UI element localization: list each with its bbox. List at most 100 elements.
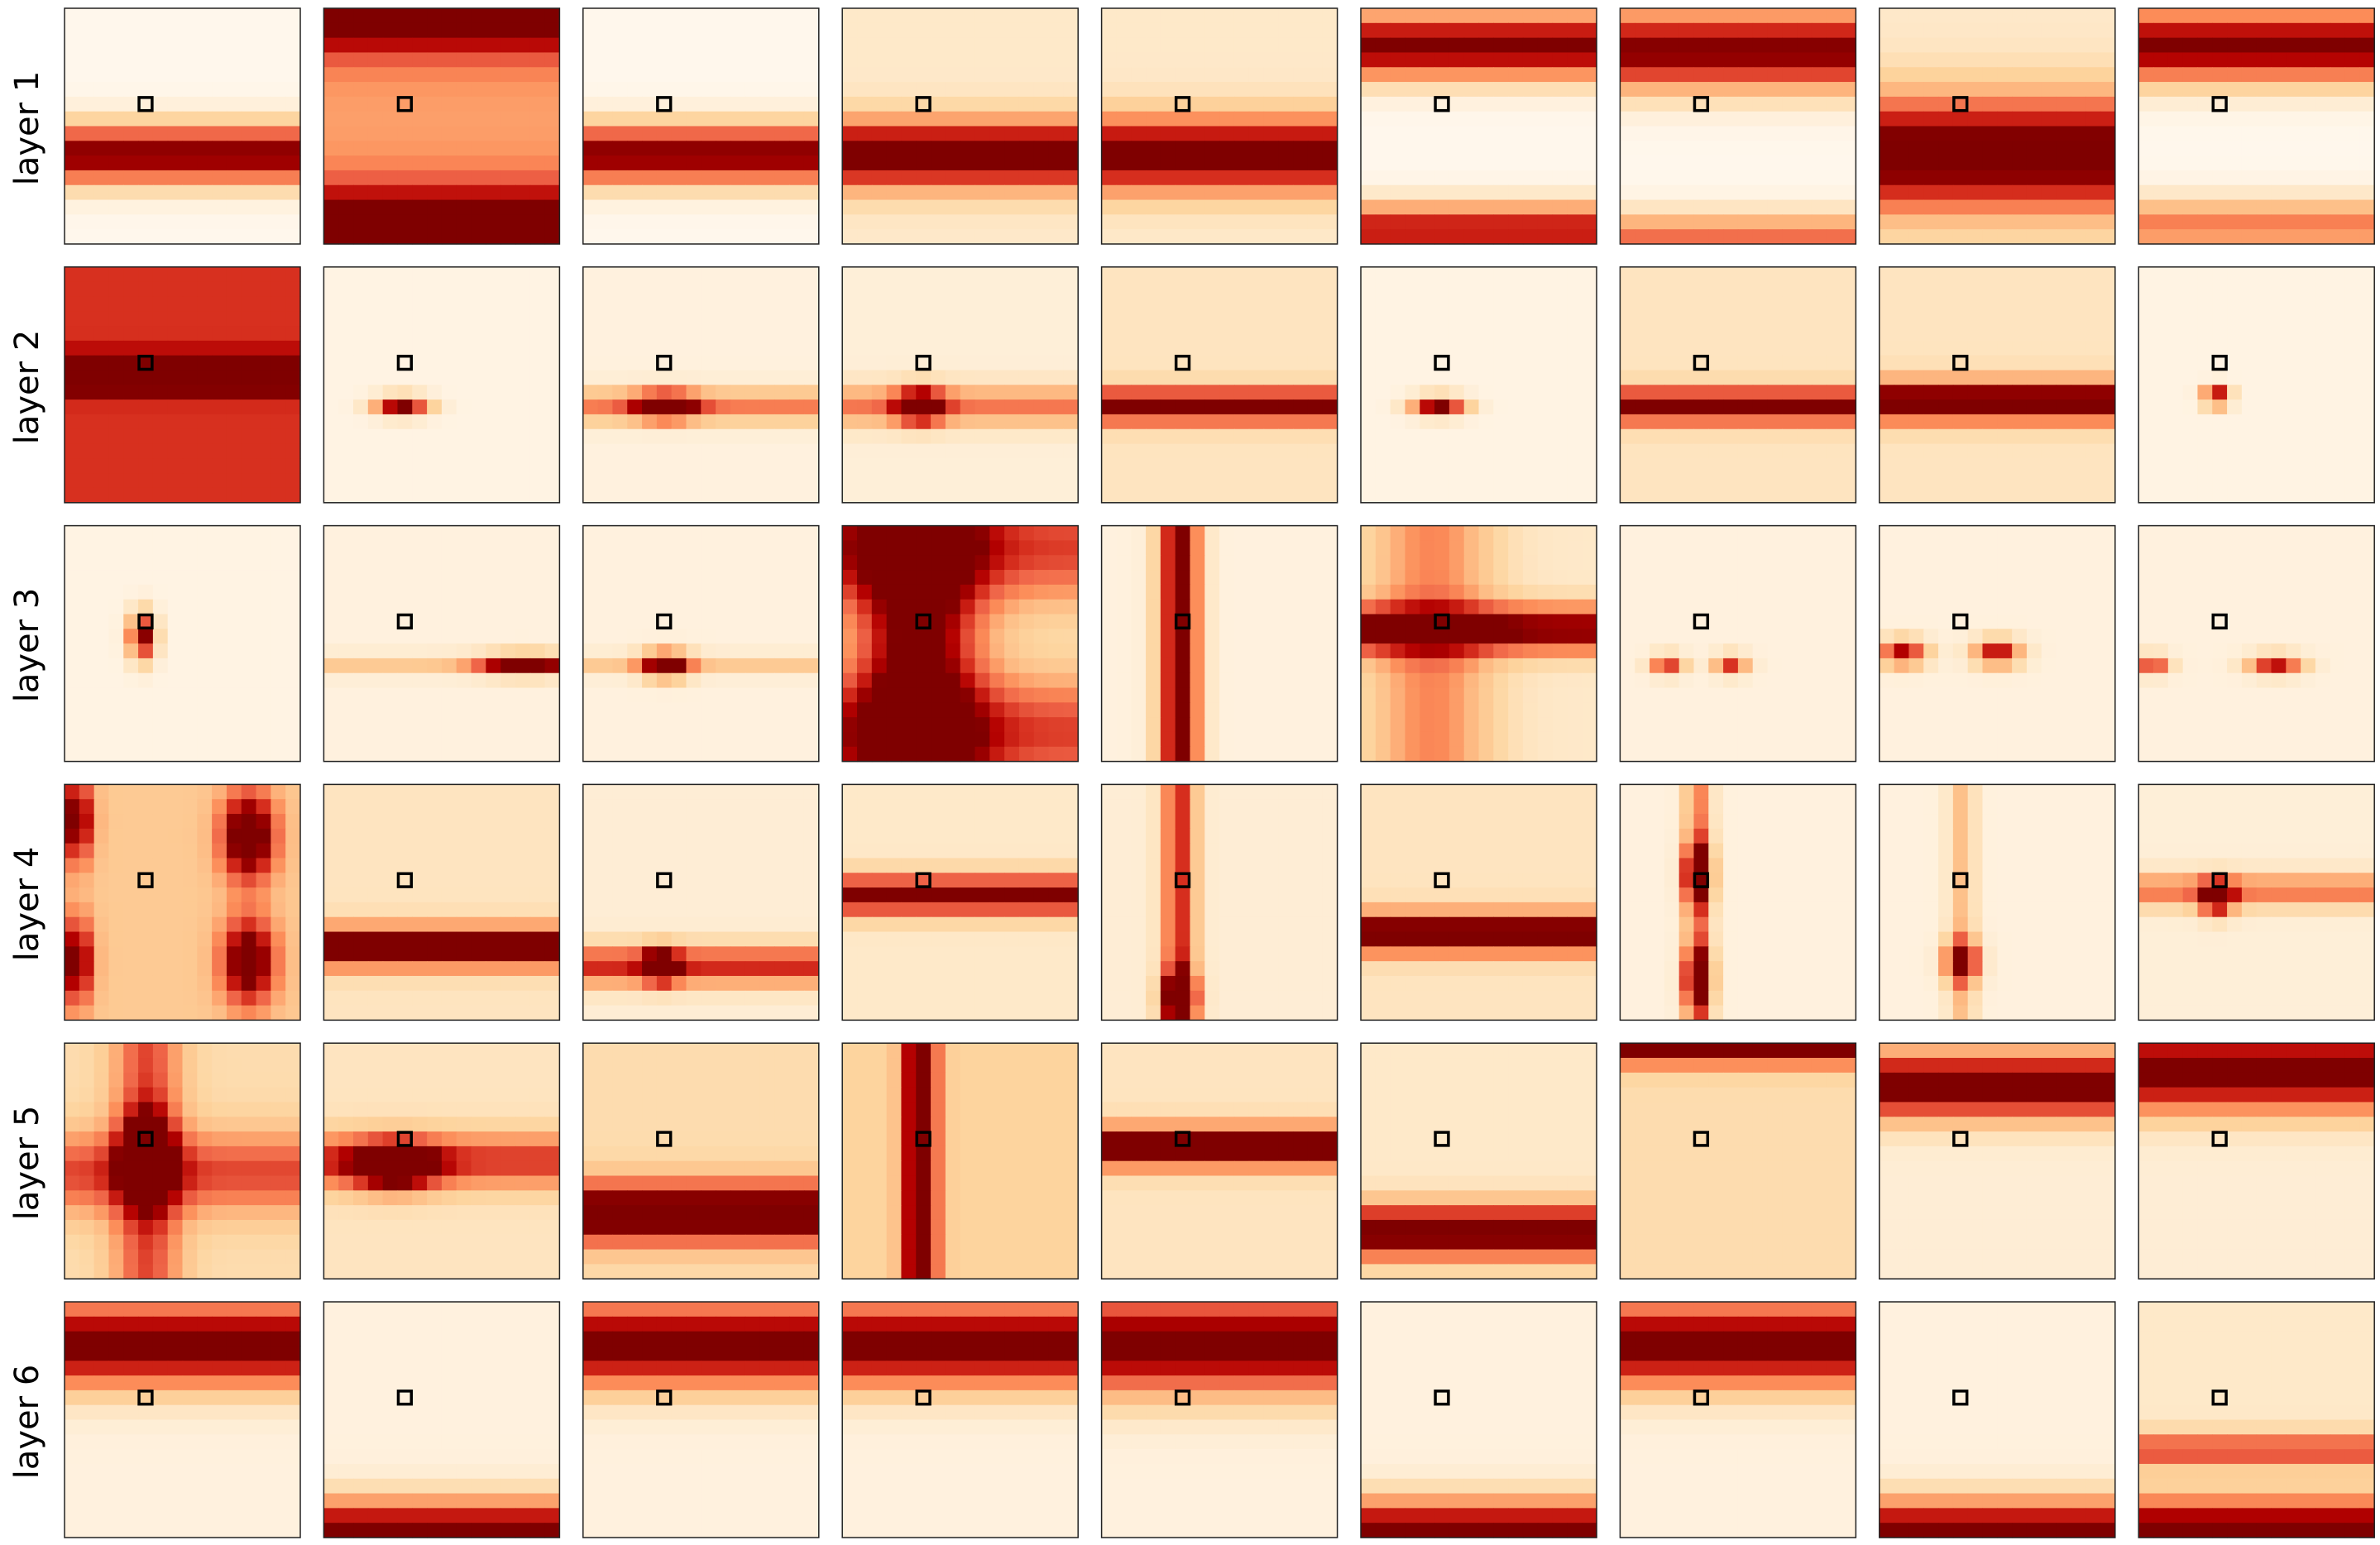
heatmap-cell <box>671 443 687 459</box>
heatmap-cell <box>1018 326 1035 342</box>
heatmap-cell <box>1248 199 1265 215</box>
heatmap-cell <box>338 96 354 112</box>
heatmap-cell <box>1063 266 1079 283</box>
heatmap-cell <box>2256 370 2272 385</box>
heatmap-cell <box>2071 399 2086 415</box>
heatmap-cell <box>212 643 227 659</box>
heatmap-cell <box>226 629 242 644</box>
heatmap-cell <box>1116 385 1132 400</box>
heatmap-cell <box>789 458 805 474</box>
heatmap-cell <box>1004 214 1020 230</box>
heatmap-cell <box>2041 281 2057 298</box>
heatmap-cell <box>1522 370 1539 385</box>
heatmap-cell <box>842 37 858 54</box>
heatmap-cell <box>1635 458 1650 474</box>
heatmap-cell <box>1116 311 1132 327</box>
heatmap-cell <box>671 385 687 400</box>
heatmap-cell <box>427 126 443 141</box>
heatmap-cell <box>931 141 946 156</box>
heatmap-cell <box>2227 170 2243 186</box>
heatmap-cell <box>582 266 599 283</box>
heatmap-cell <box>1463 82 1480 98</box>
heatmap-cell <box>686 487 702 504</box>
heatmap-cell <box>1116 355 1132 371</box>
heatmap-cell <box>960 22 976 39</box>
heatmap-cell <box>1737 473 1754 489</box>
heatmap-cell <box>1248 340 1265 356</box>
heatmap-cell <box>2359 443 2375 459</box>
heatmap-cell <box>271 584 286 600</box>
heatmap-cell <box>212 52 227 68</box>
heatmap-cell <box>2271 214 2287 230</box>
heatmap-cell <box>1293 214 1309 230</box>
heatmap-cell <box>1063 199 1079 215</box>
heatmap-cell <box>931 443 946 459</box>
heatmap-cell <box>686 428 702 445</box>
heatmap-cell <box>1693 111 1709 127</box>
heatmap-cell <box>1522 326 1539 342</box>
heatmap-cell <box>1708 428 1724 445</box>
heatmap-cell <box>2359 311 2375 327</box>
heatmap-cell <box>745 155 761 171</box>
heatmap-cell <box>989 385 1005 400</box>
heatmap-cell <box>1219 281 1235 298</box>
heatmap-cell <box>1952 126 1969 141</box>
heatmap-cell <box>2138 199 2154 215</box>
heatmap-cell <box>226 385 242 400</box>
heatmap-cell <box>2330 52 2346 68</box>
heatmap-cell <box>529 355 546 371</box>
heatmap-cell <box>1508 82 1524 98</box>
heatmap-cell <box>975 67 990 83</box>
heatmap-cell <box>597 82 614 98</box>
heatmap-cell <box>1811 266 1827 283</box>
heatmap-cell <box>975 311 990 327</box>
heatmap-cell <box>1293 326 1309 342</box>
heatmap-cell <box>857 487 873 504</box>
heatmap-cell <box>886 22 903 39</box>
heatmap-cell <box>2359 414 2375 430</box>
heatmap-cell <box>182 614 198 629</box>
heatmap-cell <box>1375 296 1391 312</box>
heatmap-cell <box>803 385 820 400</box>
heatmap-cell <box>412 229 428 245</box>
heatmap-cell <box>1204 141 1220 156</box>
heatmap-cell <box>338 570 354 586</box>
heatmap-cell <box>1219 355 1235 371</box>
heatmap-cell <box>789 355 805 371</box>
heatmap-cell <box>2241 458 2258 474</box>
heatmap-cell <box>2212 340 2228 356</box>
heatmap-cell <box>1434 340 1450 356</box>
heatmap-cell <box>597 370 614 385</box>
heatmap-cell <box>1567 370 1583 385</box>
heatmap-cell <box>1908 326 1924 342</box>
heatmap-cell <box>529 155 546 171</box>
heatmap-cell <box>842 141 858 156</box>
heatmap-cell <box>1375 199 1391 215</box>
heatmap-cell <box>1752 296 1769 312</box>
heatmap-cell <box>842 184 858 201</box>
heatmap-cell <box>1063 52 1079 68</box>
heatmap-cell <box>1204 487 1220 504</box>
heatmap-cell <box>1879 266 1895 283</box>
heatmap-cell <box>2153 443 2169 459</box>
heatmap-cell <box>1582 385 1597 400</box>
heatmap-cell <box>2012 414 2028 430</box>
heatmap-cell <box>656 428 673 445</box>
heatmap-cell <box>338 370 354 385</box>
heatmap-cell <box>2085 399 2101 415</box>
heatmap-cell <box>256 199 271 215</box>
heatmap-cell <box>2212 111 2228 127</box>
heatmap-cell <box>989 37 1005 54</box>
heatmap-cell <box>256 141 271 156</box>
heatmap-cell <box>1307 199 1324 215</box>
heatmap-cell <box>1752 155 1769 171</box>
heatmap-cell <box>1997 487 2013 504</box>
heatmap-panel-layer-1-head-2 <box>323 7 561 245</box>
heatmap-cell <box>79 731 95 748</box>
heatmap-cell <box>397 126 413 141</box>
heatmap-cell <box>1449 340 1465 356</box>
heatmap-cell <box>1708 414 1724 430</box>
heatmap-cell <box>1307 281 1324 298</box>
heatmap-cell <box>2286 126 2301 141</box>
